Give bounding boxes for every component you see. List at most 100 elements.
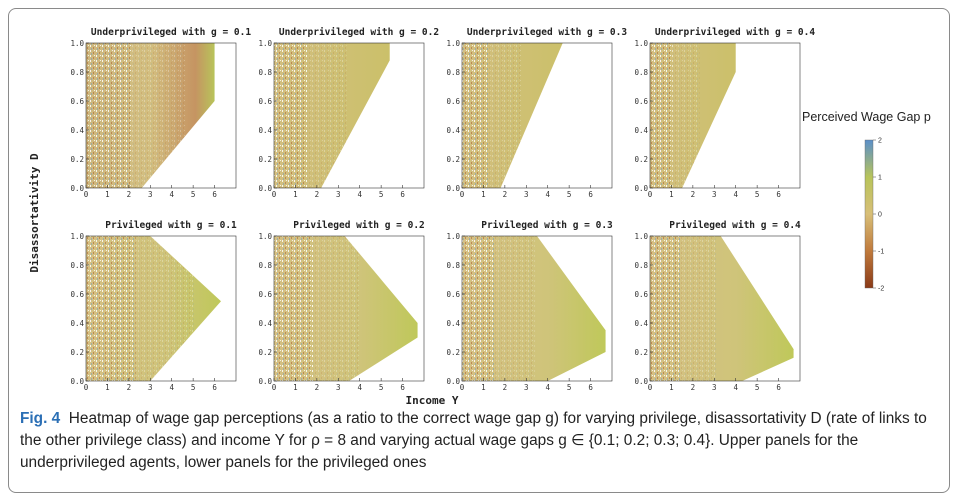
y-tick-label: 1.0 [634,232,648,241]
x-tick-label: 1 [105,383,110,392]
figure-caption: Fig. 4 Heatmap of wage gap perceptions (… [20,408,940,474]
y-tick-label: 0.8 [446,261,460,270]
heatmap-panel: Privileged with g = 0.4 0 1 2 3 4 5 6 0.0 0.2 0.4 0… [634,220,801,392]
x-tick-label: 4 [733,190,738,199]
figure-number: Fig. 4 [20,410,61,427]
x-tick-label: 5 [755,383,760,392]
x-tick-label: 0 [460,383,465,392]
colorbar-tick-label: 1 [878,175,882,182]
colorbar-title: Perceived Wage Gap p [802,110,931,124]
panel-title: Privileged with g = 0.2 [293,220,425,231]
panel-title: Privileged with g = 0.4 [669,220,801,231]
y-tick-label: 0.4 [258,126,272,135]
y-tick-label: 0.8 [70,261,84,270]
y-tick-label: 1.0 [446,232,460,241]
x-tick-label: 2 [315,383,320,392]
heatmap-panel: Privileged with g = 0.3 0 1 2 3 4 5 6 0.0 0.2 0.4 0… [446,220,613,392]
noise-region-faint [462,236,535,381]
x-tick-label: 0 [648,383,653,392]
y-tick-label: 0.2 [446,155,460,164]
x-tick-label: 3 [148,190,153,199]
y-tick-label: 0.6 [70,290,84,299]
x-tick-label: 1 [669,190,674,199]
y-tick-label: 1.0 [446,39,460,48]
y-tick-label: 0.0 [70,184,84,193]
y-tick-label: 0.8 [634,261,648,270]
heatmap-panel: Underprivileged with g = 0.4 0 1 2 3 4 5 6 0.0 0.… [634,27,815,199]
heatmap-panel: Underprivileged with g = 0.2 0 1 2 3 4 5 6 0.0 0.… [258,27,439,199]
x-tick-label: 3 [336,383,341,392]
y-tick-label: 0.8 [70,68,84,77]
x-tick-label: 0 [648,190,653,199]
x-tick-label: 4 [545,383,550,392]
x-tick-label: 5 [567,383,572,392]
y-tick-label: 1.0 [258,39,272,48]
y-tick-label: 0.2 [70,348,84,357]
x-tick-label: 6 [776,190,781,199]
x-tick-label: 3 [712,383,717,392]
x-tick-label: 0 [84,190,89,199]
noise-region-faint [650,43,700,188]
y-tick-label: 0.0 [446,377,460,386]
panel-title: Underprivileged with g = 0.4 [655,27,815,38]
panel-frame [461,42,613,189]
x-tick-label: 6 [588,383,593,392]
colorbar: 2 1 0 -1 -2 [864,138,884,293]
x-tick-label: 5 [567,190,572,199]
colorbar-tick-label: 0 [878,212,882,219]
noise-region-faint [462,43,522,188]
y-tick-label: 0.8 [258,261,272,270]
heatmap-panel: Underprivileged with g = 0.1 0 1 2 3 4 5 6 0.0 0.… [70,27,251,199]
y-tick-label: 0.6 [446,97,460,106]
y-tick-label: 0.6 [258,97,272,106]
x-tick-label: 5 [379,383,384,392]
x-tick-label: 1 [481,383,486,392]
heatmap-panel: Privileged with g = 0.2 0 1 2 3 4 5 6 0.0 0.2 0.4 0… [258,220,424,392]
y-tick-label: 0.4 [70,319,84,328]
y-tick-label: 0.2 [258,348,272,357]
x-tick-label: 6 [400,383,405,392]
x-tick-label: 0 [272,190,277,199]
noise-region-faint [650,236,716,381]
x-tick-label: 5 [379,190,384,199]
x-tick-label: 6 [588,190,593,199]
y-tick-label: 0.2 [258,155,272,164]
x-tick-label: 6 [400,190,405,199]
panel-frame [273,235,425,382]
y-tick-label: 0.0 [634,184,648,193]
panel-frame [461,235,613,382]
x-tick-label: 4 [169,383,174,392]
panel-title: Privileged with g = 0.1 [105,220,237,231]
y-tick-label: 0.6 [446,290,460,299]
y-tick-label: 0.8 [258,68,272,77]
x-tick-label: 3 [712,190,717,199]
panel-frame [649,235,801,382]
x-tick-label: 2 [127,383,132,392]
x-tick-label: 1 [105,190,110,199]
y-tick-label: 0.8 [446,68,460,77]
y-tick-label: 1.0 [634,39,648,48]
x-tick-label: 6 [212,190,217,199]
y-tick-label: 0.0 [634,377,648,386]
x-tick-label: 3 [336,190,341,199]
y-tick-label: 0.4 [634,319,648,328]
panel-title: Underprivileged with g = 0.2 [279,27,439,38]
noise-region-faint [274,43,347,188]
y-tick-label: 1.0 [70,39,84,48]
y-tick-label: 0.0 [70,377,84,386]
x-tick-label: 1 [293,190,298,199]
x-tick-label: 4 [169,190,174,199]
x-tick-label: 5 [191,190,196,199]
x-tick-label: 4 [357,190,362,199]
y-tick-label: 0.4 [446,319,460,328]
heatmap-figure: Underprivileged with g = 0.1 0 1 2 3 4 5 6 0.0 0.… [28,27,884,407]
x-tick-label: 1 [669,383,674,392]
x-tick-label: 4 [733,383,738,392]
x-tick-label: 1 [293,383,298,392]
x-axis-label: Income Y [406,394,459,407]
x-tick-label: 0 [460,190,465,199]
x-tick-label: 2 [691,190,696,199]
caption-text: Heatmap of wage gap perceptions (as a ra… [20,410,927,471]
colorbar-gradient [864,139,874,289]
panel-frame [85,42,237,189]
